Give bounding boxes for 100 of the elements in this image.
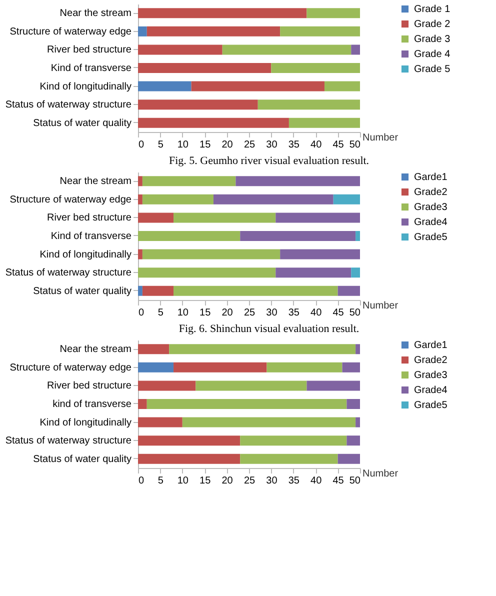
bar: [138, 362, 174, 372]
y-tick-label: River bed structure: [47, 44, 132, 56]
x-tick-label: 5: [158, 308, 164, 318]
legend-label: Grade 4: [414, 49, 451, 60]
x-tick-label: 20: [222, 308, 234, 318]
bar: [324, 81, 360, 92]
x-tick-label: 0: [138, 308, 144, 318]
x-tick-label: 0: [138, 140, 144, 150]
y-tick-label: River bed structure: [47, 380, 132, 392]
y-tick-label: Near the stream: [60, 8, 132, 20]
bar: [138, 286, 142, 296]
caption: Fig. 5. Geumho river visual evaluation result.: [168, 155, 370, 167]
bar: [213, 194, 334, 204]
bar: [138, 454, 240, 464]
legend-label: Grade2: [414, 187, 448, 198]
bar: [138, 194, 142, 204]
bar: [138, 212, 174, 223]
x-tick-label: 40: [310, 308, 322, 318]
bar: [138, 26, 147, 36]
x-tick-label: 45: [332, 140, 344, 150]
x-axis-title: Number: [362, 300, 399, 312]
bar: [346, 436, 360, 446]
legend-label: Grade4: [414, 385, 448, 396]
bar: [338, 454, 360, 464]
bar: [280, 249, 360, 260]
legend-label: Grade 1: [414, 4, 451, 15]
bar: [138, 231, 240, 241]
x-tick-label: 30: [266, 476, 278, 486]
x-tick-label: 30: [266, 140, 278, 150]
bar: [138, 118, 289, 128]
x-tick-label: 15: [200, 140, 212, 150]
bar: [138, 268, 276, 278]
bar: [306, 380, 360, 391]
bar: [142, 249, 280, 260]
x-tick-label: 25: [244, 476, 256, 486]
bar: [138, 63, 272, 73]
bar: [138, 8, 307, 18]
x-tick-label: 35: [288, 476, 300, 486]
y-tick-label: Kind of longitudinally: [40, 417, 132, 428]
legend-label: Grade5: [414, 400, 448, 411]
x-tick-label: 10: [177, 140, 189, 150]
bar: [174, 286, 338, 296]
x-tick-label: 45: [332, 476, 344, 486]
x-tick-label: 5: [158, 476, 164, 486]
bar: [276, 212, 360, 223]
x-tick-label: 10: [177, 476, 189, 486]
bar: [138, 176, 142, 186]
bar: [258, 100, 360, 110]
bar: [142, 286, 174, 296]
bar: [222, 44, 352, 55]
x-tick-label: 50: [349, 476, 361, 486]
x-tick-label: 15: [200, 308, 212, 318]
legend-label: Grade3: [414, 202, 448, 213]
bar: [138, 380, 196, 391]
bar: [142, 194, 214, 204]
bar: [240, 436, 347, 446]
x-tick-label: 30: [266, 308, 278, 318]
bar: [182, 417, 356, 428]
y-tick-label: Status of water quality: [33, 118, 132, 129]
bar: [306, 8, 360, 18]
legend-label: Grade2: [414, 355, 448, 366]
bar: [356, 344, 360, 354]
bar: [146, 399, 347, 409]
x-tick-label: 5: [158, 140, 164, 150]
caption: Fig. 6. Shinchun visual evaluation result.: [178, 323, 360, 335]
bar: [142, 176, 236, 186]
bar: [276, 268, 352, 278]
bar: [280, 26, 360, 36]
bar: [174, 362, 267, 372]
legend-label: Grade 2: [414, 19, 451, 30]
y-tick-label: Status of waterway structure: [5, 268, 132, 279]
y-tick-label: Status of waterway structure: [5, 436, 132, 447]
y-tick-label: Kind of transverse: [50, 63, 132, 74]
x-tick-label: 10: [177, 308, 189, 318]
legend-label: Grade 5: [414, 64, 451, 75]
x-tick-label: 0: [138, 476, 144, 486]
legend-label: Garde1: [414, 172, 448, 183]
legend-label: Grade4: [414, 217, 448, 228]
x-axis-title: Number: [362, 468, 399, 480]
bar: [266, 362, 342, 372]
y-tick-label: River bed structure: [47, 212, 132, 224]
bar: [138, 44, 222, 55]
x-tick-label: 40: [310, 476, 322, 486]
bar: [351, 268, 360, 278]
bar: [169, 344, 356, 354]
bar: [191, 81, 324, 92]
bar: [240, 231, 356, 241]
bar: [271, 63, 360, 73]
x-tick-label: 35: [288, 308, 300, 318]
x-tick-label: 15: [200, 476, 212, 486]
bar: [138, 81, 192, 92]
y-tick-label: Kind of longitudinally: [40, 249, 132, 260]
bar: [138, 249, 142, 260]
bar: [333, 194, 360, 204]
legend-label: Grade5: [414, 232, 448, 243]
x-tick-label: 35: [288, 140, 300, 150]
x-tick-label: 20: [222, 476, 234, 486]
bar: [338, 286, 360, 296]
x-tick-label: 40: [310, 140, 322, 150]
x-tick-label: 25: [244, 140, 256, 150]
